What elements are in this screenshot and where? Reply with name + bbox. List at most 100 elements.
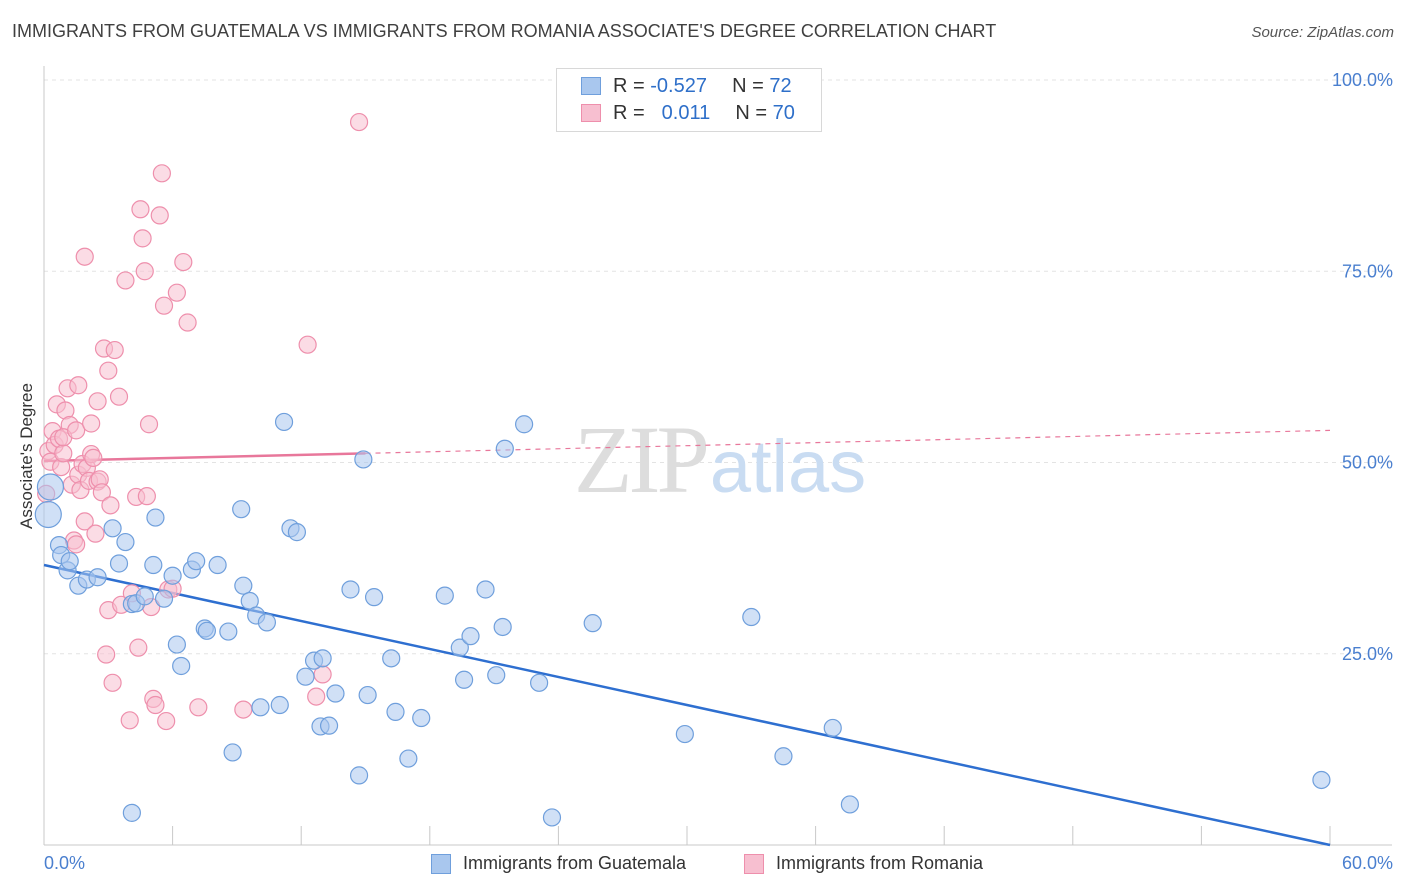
correlation-legend: R = -0.527 N = 72 R = 0.011 N = 70: [556, 68, 822, 132]
point-romania-37: [116, 271, 135, 290]
legend-r-value: -0.527: [650, 75, 707, 97]
point-guatemala-41: [313, 649, 332, 668]
point-romania-30: [97, 645, 116, 664]
point-romania-41: [129, 638, 148, 657]
point-romania-68: [69, 376, 88, 395]
point-romania-67: [99, 361, 118, 380]
series-guatemala: [34, 412, 1331, 827]
legend-swatch-romania: [581, 104, 601, 122]
point-romania-14: [67, 535, 86, 554]
point-guatemala-8: [88, 568, 107, 587]
point-romania-57: [178, 313, 197, 332]
point-guatemala-43: [326, 684, 345, 703]
point-romania-61: [307, 687, 326, 706]
point-romania-28: [92, 483, 111, 502]
legend-swatch-guatemala: [581, 77, 601, 95]
point-romania-69: [139, 415, 159, 434]
point-guatemala-69: [840, 795, 859, 814]
point-guatemala-55: [454, 670, 474, 689]
point-guatemala-19: [167, 635, 186, 654]
point-guatemala-63: [542, 808, 562, 827]
point-romania-35: [109, 387, 129, 406]
point-romania-59: [234, 700, 253, 719]
point-romania-56: [174, 252, 193, 272]
point-guatemala-32: [251, 698, 270, 717]
point-guatemala-25: [208, 555, 227, 575]
point-guatemala-35: [274, 412, 294, 432]
bottom-legend-label-romania: Immigrants from Romania: [776, 853, 984, 873]
point-guatemala-20: [172, 656, 191, 676]
point-guatemala-29: [234, 576, 253, 595]
source-label: Source: ZipAtlas.com: [1251, 24, 1394, 41]
point-romania-33: [103, 673, 122, 692]
series-romania: [37, 112, 369, 731]
point-guatemala-18: [163, 566, 182, 585]
point-guatemala-44: [341, 580, 360, 599]
point-guatemala-52: [412, 708, 431, 728]
legend-n-value: 70: [772, 102, 795, 124]
point-guatemala-62: [530, 673, 549, 692]
legend-n-label: N =: [732, 75, 770, 97]
point-guatemala-10: [109, 554, 129, 573]
y-tick-label: 50.0%: [1342, 453, 1393, 473]
point-guatemala-61: [515, 415, 534, 434]
point-romania-50: [152, 164, 171, 183]
point-romania-51: [154, 296, 174, 315]
point-guatemala-51: [399, 749, 418, 768]
point-guatemala-50: [386, 702, 405, 721]
point-romania-65: [67, 421, 86, 440]
point-guatemala-49: [382, 649, 401, 668]
point-guatemala-59: [493, 617, 512, 637]
point-guatemala-28: [232, 500, 251, 519]
bottom-legend-swatch-romania: [744, 854, 764, 874]
point-guatemala-45: [349, 766, 369, 785]
point-romania-63: [349, 112, 369, 132]
y-tick-label: 100.0%: [1332, 70, 1393, 90]
bottom-legend-swatch-guatemala: [431, 854, 451, 874]
point-guatemala-37: [287, 523, 307, 542]
point-guatemala-56: [461, 627, 480, 646]
legend-r-label: R =: [613, 102, 651, 124]
point-guatemala-15: [144, 555, 163, 575]
point-guatemala-53: [435, 586, 454, 605]
point-romania-49: [150, 206, 169, 225]
point-romania-38: [120, 711, 139, 730]
point-guatemala-42: [319, 716, 339, 735]
point-guatemala-11: [116, 532, 135, 552]
point-guatemala-33: [257, 613, 277, 632]
trend-line-romania-extension: [365, 429, 1331, 454]
point-romania-52: [157, 711, 176, 731]
x-tick-label-max: 60.0%: [1342, 853, 1393, 873]
point-romania-42: [131, 200, 150, 219]
legend-r-label: R =: [613, 75, 651, 97]
point-romania-60: [298, 335, 317, 354]
point-romania-8: [54, 444, 73, 463]
chart-title: IMMIGRANTS FROM GUATEMALA VS IMMIGRANTS …: [12, 21, 997, 41]
point-guatemala-1: [36, 473, 65, 501]
point-romania-58: [189, 698, 208, 717]
point-romania-66: [82, 414, 101, 433]
point-guatemala-27: [223, 743, 242, 762]
bottom-legend-label-guatemala: Immigrants from Guatemala: [463, 853, 687, 873]
point-guatemala-16: [146, 508, 165, 527]
grid-lines: [44, 79, 1392, 655]
point-romania-32: [101, 496, 120, 515]
point-guatemala-60: [495, 439, 514, 458]
point-guatemala-67: [774, 747, 793, 766]
watermark: ZIPatlas: [574, 406, 866, 513]
point-guatemala-9: [103, 519, 122, 538]
point-romania-23: [84, 448, 103, 468]
point-romania-24: [86, 524, 105, 543]
point-guatemala-70: [1312, 770, 1331, 790]
point-guatemala-58: [487, 666, 506, 685]
point-romania-18: [75, 512, 94, 531]
point-guatemala-0: [34, 500, 62, 529]
point-romania-26: [88, 392, 107, 411]
point-guatemala-5: [60, 552, 79, 571]
point-romania-19: [75, 247, 94, 266]
point-guatemala-64: [583, 614, 602, 633]
point-romania-44: [135, 262, 154, 281]
point-guatemala-47: [358, 685, 377, 705]
point-romania-55: [167, 283, 186, 302]
y-tick-label: 25.0%: [1342, 644, 1393, 664]
